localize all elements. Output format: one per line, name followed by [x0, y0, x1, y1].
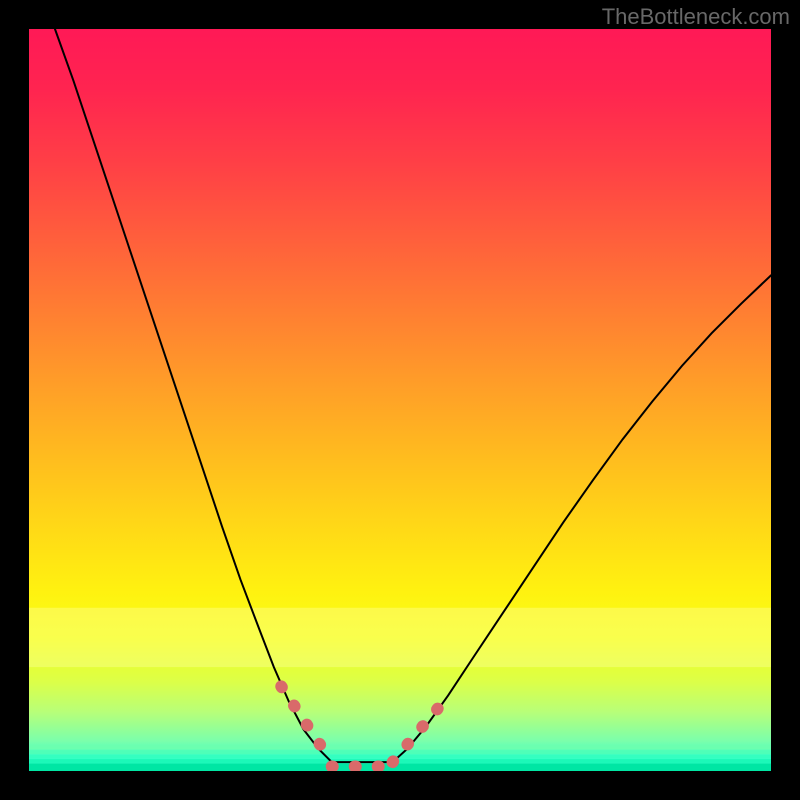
chart-svg: [29, 29, 771, 771]
watermark-text: TheBottleneck.com: [602, 4, 790, 30]
stage: TheBottleneck.com: [0, 0, 800, 800]
plot-area: [29, 29, 771, 771]
